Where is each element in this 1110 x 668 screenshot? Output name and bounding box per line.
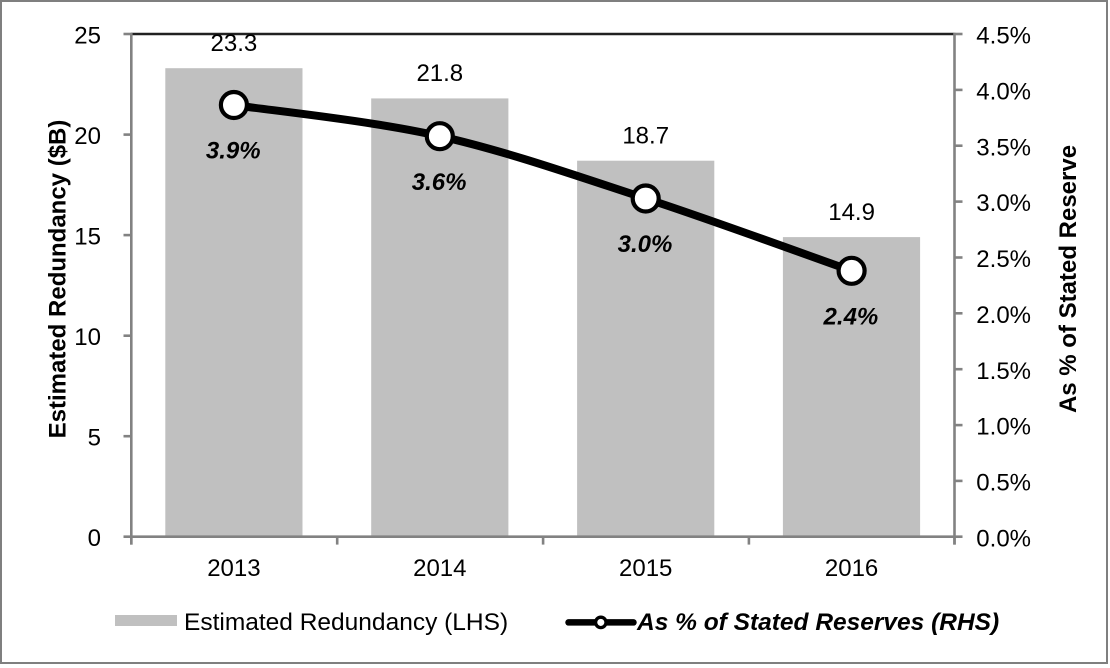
svg-text:2013: 2013 <box>207 555 260 582</box>
svg-text:Estimated Redundancy (LHS): Estimated Redundancy (LHS) <box>184 609 508 636</box>
svg-text:2014: 2014 <box>413 555 466 582</box>
svg-text:4.5%: 4.5% <box>976 23 1031 50</box>
svg-text:2.4%: 2.4% <box>823 303 879 330</box>
svg-text:25: 25 <box>74 22 101 49</box>
svg-text:1.0%: 1.0% <box>976 414 1031 441</box>
svg-text:4.0%: 4.0% <box>976 79 1031 106</box>
svg-text:2015: 2015 <box>619 555 672 582</box>
svg-text:3.0%: 3.0% <box>618 231 673 258</box>
svg-text:0: 0 <box>88 525 101 552</box>
svg-text:10: 10 <box>74 324 101 351</box>
svg-text:2016: 2016 <box>825 555 878 582</box>
svg-text:23.3: 23.3 <box>211 30 258 57</box>
svg-text:3.0%: 3.0% <box>976 190 1031 217</box>
svg-text:21.8: 21.8 <box>416 60 463 87</box>
svg-text:2.5%: 2.5% <box>976 246 1031 273</box>
svg-text:20: 20 <box>74 123 101 150</box>
svg-text:Estimated Redundancy ($B): Estimated Redundancy ($B) <box>45 120 72 439</box>
svg-text:2.0%: 2.0% <box>976 302 1031 329</box>
svg-text:14.9: 14.9 <box>828 199 875 226</box>
svg-text:5: 5 <box>88 425 101 452</box>
svg-text:15: 15 <box>74 223 101 250</box>
svg-text:As % of Stated Reserves (RHS): As % of Stated Reserves (RHS) <box>636 609 999 636</box>
svg-text:0.5%: 0.5% <box>976 470 1031 497</box>
svg-text:3.6%: 3.6% <box>412 169 467 196</box>
svg-text:1.5%: 1.5% <box>976 358 1031 385</box>
svg-text:3.5%: 3.5% <box>976 134 1031 161</box>
svg-text:3.9%: 3.9% <box>206 138 261 165</box>
svg-text:0.0%: 0.0% <box>976 525 1031 552</box>
svg-text:18.7: 18.7 <box>622 123 669 150</box>
svg-text:As % of Stated Reserve: As % of Stated Reserve <box>1055 145 1082 413</box>
